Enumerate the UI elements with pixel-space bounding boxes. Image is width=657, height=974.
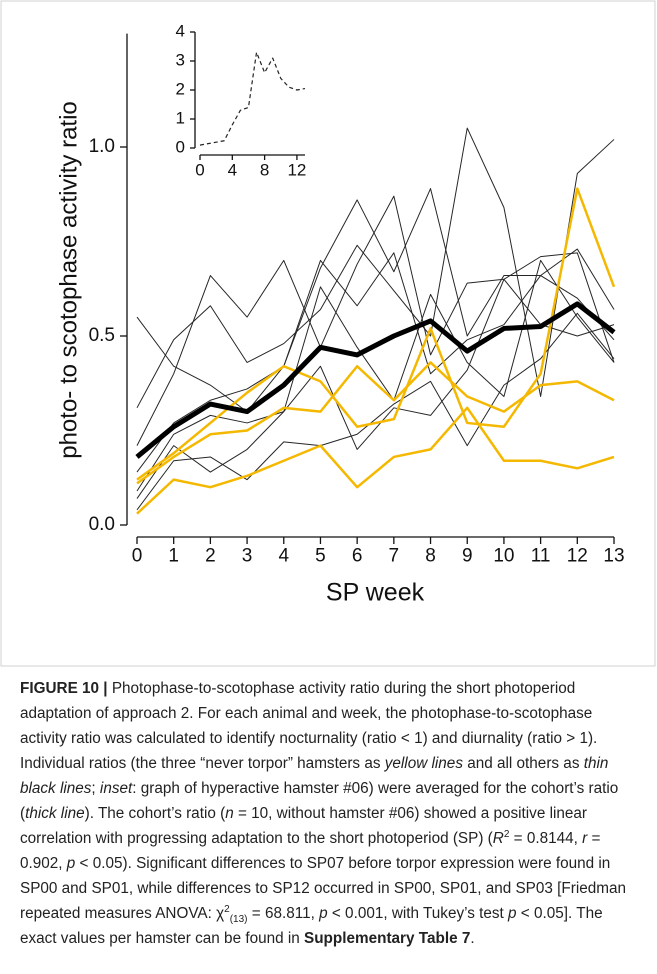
x-tick-label: 7	[389, 545, 400, 566]
caption: FIGURE 10 | Photophase-to-scotophase act…	[20, 676, 640, 951]
caption-run-i: R	[492, 830, 504, 847]
caption-run-sup: 2	[224, 903, 230, 915]
caption-run-i: yellow lines	[384, 755, 463, 772]
y-tick-label: 0	[176, 137, 185, 156]
x-tick-label: 12	[567, 545, 588, 566]
x-tick-label: 1	[168, 545, 179, 566]
data-line	[136, 188, 615, 413]
caption-run-i: p	[508, 905, 517, 922]
caption-run-i: thin black lines	[20, 755, 609, 797]
y-tick-label: 2	[176, 79, 185, 98]
x-tick-label: 2	[205, 545, 216, 566]
caption-run: : graph of hyperactive hamster #06) were…	[20, 780, 619, 822]
caption-run-b: Supplementary Table 7	[304, 930, 471, 947]
y-axis-title: photo- to scotophase activity ratio	[55, 101, 82, 459]
caption-run-i: p	[319, 905, 328, 922]
x-tick-label: 3	[242, 545, 253, 566]
data-line	[136, 361, 615, 485]
caption-run: ;	[91, 780, 100, 797]
caption-run: and all others as	[462, 755, 584, 772]
y-tick-label: 4	[176, 21, 185, 40]
data-line	[136, 195, 615, 446]
caption-run: < 0.05). Significant differences to SP07…	[20, 855, 627, 922]
y-tick-label: 3	[176, 50, 185, 69]
x-tick-label: 12	[287, 161, 306, 180]
y-tick-label: 0.5	[89, 325, 115, 346]
y-tick-label: 1.0	[89, 136, 115, 157]
x-tick-label: 6	[352, 545, 363, 566]
caption-run: ). The cohort’s ratio (	[84, 805, 226, 822]
x-tick-label: 5	[315, 545, 326, 566]
caption-run-b: FIGURE 10 |	[20, 680, 112, 697]
caption-run: .	[470, 930, 475, 947]
caption-run-i: thick line	[25, 805, 85, 822]
data-line	[199, 51, 306, 146]
x-tick-label: 8	[425, 545, 436, 566]
caption-run-i: p	[66, 855, 76, 872]
x-axis-title: SP week	[326, 579, 425, 607]
x-tick-label: 10	[493, 545, 514, 566]
y-tick-label: 0.0	[89, 514, 115, 535]
data-line	[136, 259, 615, 492]
x-tick-label: 11	[531, 545, 551, 566]
caption-run-i: r	[582, 830, 588, 847]
caption-run: < 0.001, with Tukey’s test	[327, 905, 509, 922]
x-tick-label: 13	[603, 545, 624, 566]
data-line	[136, 312, 615, 511]
caption-run-sub: (13)	[229, 914, 248, 926]
caption-run: = 10, without hamster #06) showed a posi…	[20, 805, 588, 847]
caption-run: = 0.8144,	[509, 830, 583, 847]
data-line	[136, 187, 616, 481]
data-line	[136, 127, 615, 409]
caption-run: < 0.05]. The exact values per hamster ca…	[20, 905, 603, 947]
figure: photo- to scotophase activity ratio SP w…	[0, 0, 656, 667]
y-tick-label: 1	[176, 108, 185, 127]
caption-run-i: n	[225, 805, 234, 822]
x-tick-label: 8	[260, 161, 269, 180]
caption-run-sup: 2	[503, 828, 510, 840]
x-tick-label: 9	[462, 545, 473, 566]
data-line	[136, 278, 615, 499]
caption-run-i: inset	[99, 780, 133, 797]
x-tick-label: 0	[195, 161, 204, 180]
data-line	[136, 406, 615, 515]
caption-run: = 68.811,	[247, 905, 320, 922]
x-tick-label: 4	[228, 161, 237, 180]
caption-run: Photophase-to-scotophase activity ratio …	[20, 680, 598, 772]
figure-frame	[0, 0, 656, 667]
x-tick-label: 0	[132, 545, 143, 566]
x-tick-label: 4	[278, 545, 289, 566]
caption-run: = 0.902,	[20, 830, 601, 872]
data-line	[135, 301, 616, 459]
